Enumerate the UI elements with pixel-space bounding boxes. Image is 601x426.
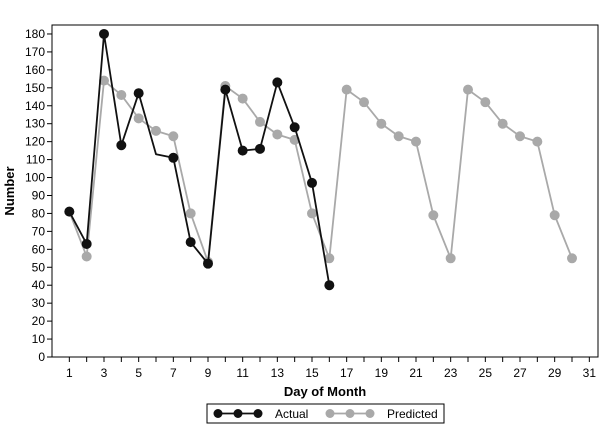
series-actual bbox=[64, 28, 335, 291]
x-tick-label: 31 bbox=[583, 366, 597, 380]
data-point-actual bbox=[272, 77, 283, 88]
data-point-predicted bbox=[445, 253, 456, 264]
data-point-predicted bbox=[428, 210, 439, 221]
legend-item-actual: Actual bbox=[213, 407, 308, 421]
x-tick-label: 17 bbox=[340, 366, 354, 380]
data-point-predicted bbox=[393, 131, 404, 142]
data-point-actual bbox=[307, 177, 317, 188]
legend: Actual Predicted bbox=[206, 403, 445, 424]
data-point-actual bbox=[168, 152, 179, 163]
legend-item-predicted: Predicted bbox=[325, 407, 438, 421]
y-tick-label: 150 bbox=[25, 81, 45, 95]
data-point-predicted bbox=[116, 89, 127, 100]
data-point-predicted bbox=[515, 131, 525, 142]
y-tick-label: 50 bbox=[32, 260, 46, 274]
data-point-predicted bbox=[133, 113, 144, 124]
data-point-predicted bbox=[480, 97, 491, 108]
y-tick-label: 10 bbox=[32, 332, 46, 346]
data-point-predicted bbox=[411, 136, 421, 147]
data-point-predicted bbox=[151, 125, 161, 136]
data-point-predicted bbox=[532, 136, 543, 147]
data-point-predicted bbox=[255, 116, 265, 127]
data-point-predicted bbox=[359, 97, 369, 108]
data-point-actual bbox=[289, 122, 300, 133]
x-tick-label: 27 bbox=[513, 366, 527, 380]
legend-marker-actual bbox=[253, 409, 263, 418]
x-tick-label: 7 bbox=[170, 366, 177, 380]
plot-border bbox=[51, 24, 599, 358]
x-tick-label: 21 bbox=[409, 366, 423, 380]
y-axis-title: Number bbox=[2, 166, 17, 215]
data-point-predicted bbox=[463, 84, 473, 95]
data-point-actual bbox=[116, 140, 127, 151]
y-tick-label: 140 bbox=[25, 99, 45, 113]
x-tick-label: 23 bbox=[444, 366, 458, 380]
legend-marker-actual bbox=[233, 409, 243, 418]
data-point-predicted bbox=[341, 84, 352, 95]
data-point-predicted bbox=[376, 118, 387, 129]
x-tick-label: 1 bbox=[66, 366, 73, 380]
y-axis: 0 10 20 30 40 50 60 70 80 90 100 110 120 130 140 150 160… bbox=[25, 27, 52, 364]
y-tick-label: 80 bbox=[32, 206, 46, 220]
data-point-predicted bbox=[185, 208, 196, 219]
data-point-actual bbox=[255, 143, 265, 154]
y-tick-label: 130 bbox=[25, 117, 45, 131]
x-tick-label: 15 bbox=[305, 366, 319, 380]
y-tick-label: 180 bbox=[25, 27, 45, 41]
x-tick-label: 5 bbox=[135, 366, 142, 380]
data-point-predicted bbox=[272, 129, 283, 140]
x-tick-label: 29 bbox=[548, 366, 562, 380]
data-point-actual bbox=[237, 145, 248, 156]
series-line-actual bbox=[68, 33, 331, 286]
x-axis: 1 3 5 7 9 11 13 15 17 19 21 23 25 27 29 31 bbox=[66, 357, 596, 380]
x-tick-label: 3 bbox=[101, 366, 108, 380]
y-tick-label: 90 bbox=[32, 188, 46, 202]
y-tick-label: 100 bbox=[25, 171, 45, 185]
x-tick-label: 25 bbox=[479, 366, 493, 380]
data-point-predicted bbox=[237, 93, 248, 104]
y-tick-label: 60 bbox=[32, 242, 46, 256]
y-tick-label: 70 bbox=[32, 224, 46, 238]
data-point-actual bbox=[64, 206, 75, 217]
data-point-predicted bbox=[497, 118, 508, 129]
y-tick-label: 160 bbox=[25, 63, 45, 77]
data-point-actual bbox=[99, 28, 109, 39]
y-tick-label: 40 bbox=[32, 278, 46, 292]
legend-marker-predicted bbox=[365, 409, 375, 418]
y-tick-label: 170 bbox=[25, 45, 45, 59]
y-tick-label: 110 bbox=[26, 153, 45, 167]
data-point-actual bbox=[220, 84, 231, 95]
y-tick-label: 0 bbox=[38, 350, 45, 364]
data-point-predicted bbox=[567, 253, 577, 264]
data-point-actual bbox=[133, 88, 144, 99]
x-tick-label: 9 bbox=[205, 366, 212, 380]
data-point-predicted bbox=[168, 131, 179, 142]
legend-marker-actual bbox=[213, 409, 223, 418]
x-tick-label: 13 bbox=[271, 366, 285, 380]
legend-marker-predicted bbox=[325, 409, 335, 418]
data-point-predicted bbox=[81, 251, 92, 262]
series-layer bbox=[64, 28, 577, 291]
x-tick-label: 11 bbox=[236, 366, 249, 380]
data-point-predicted bbox=[307, 208, 317, 219]
data-point-actual bbox=[81, 238, 92, 249]
legend-marker-predicted bbox=[345, 409, 355, 418]
y-tick-label: 20 bbox=[32, 314, 46, 328]
x-axis-title: Day of Month bbox=[284, 384, 366, 399]
y-tick-label: 120 bbox=[25, 135, 45, 149]
data-point-actual bbox=[185, 237, 196, 248]
data-point-predicted bbox=[549, 210, 560, 221]
legend-label-predicted: Predicted bbox=[387, 407, 438, 421]
y-tick-label: 30 bbox=[32, 296, 46, 310]
data-point-actual bbox=[203, 258, 213, 269]
plot-area bbox=[51, 24, 599, 358]
x-tick-label: 19 bbox=[375, 366, 389, 380]
data-point-actual bbox=[324, 280, 335, 291]
legend-label-actual: Actual bbox=[275, 407, 308, 421]
